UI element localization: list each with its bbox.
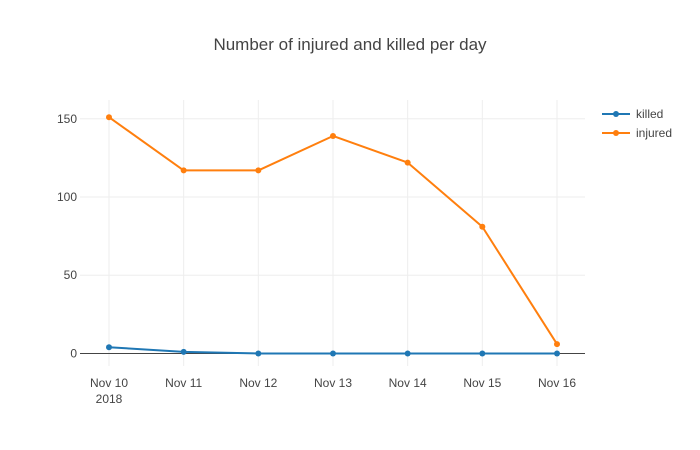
x-tick-year-label: 2018 [96,392,123,406]
y-tick-label: 50 [64,268,78,282]
legend[interactable]: killed injured [602,107,672,140]
x-tick-label: Nov 14 [389,376,427,390]
data-point[interactable] [180,167,187,174]
x-tick-label: Nov 15 [463,376,501,390]
data-point[interactable] [106,114,112,121]
series-lines [106,114,560,357]
y-tick-label: 150 [57,112,77,126]
y-axis-ticks: 0 50 100 150 [57,112,77,361]
chart-title: Number of injured and killed per day [213,35,487,54]
series-injured [106,114,560,348]
x-axis-ticks: Nov 10 Nov 11 Nov 12 Nov 13 Nov 14 Nov 15 Nov … [90,376,576,406]
data-point[interactable] [106,344,112,351]
data-point[interactable] [255,167,262,174]
x-tick-label: Nov 12 [239,376,277,390]
data-point[interactable] [330,132,336,139]
legend-item-killed[interactable]: killed [602,107,663,121]
data-point[interactable] [404,159,411,166]
legend-label: injured [636,126,672,140]
data-point[interactable] [180,348,187,355]
data-point[interactable] [330,350,336,357]
x-tick-label: Nov 13 [314,376,352,390]
series-killed [106,344,560,357]
legend-item-injured[interactable]: injured [602,126,672,140]
data-point[interactable] [255,350,262,357]
y-tick-label: 0 [70,346,77,360]
x-tick-label: Nov 11 [165,376,202,390]
data-point[interactable] [479,223,486,230]
legend-label: killed [636,107,663,121]
y-tick-label: 100 [57,190,77,204]
legend-swatch-marker [613,130,619,136]
x-tick-label: Nov 10 [90,376,128,390]
data-point[interactable] [554,350,560,357]
data-point[interactable] [479,350,486,357]
x-tick-label: Nov 16 [538,376,576,390]
data-point[interactable] [404,350,411,357]
gridlines [80,100,585,366]
legend-swatch-marker [613,111,619,117]
data-point[interactable] [554,341,560,348]
